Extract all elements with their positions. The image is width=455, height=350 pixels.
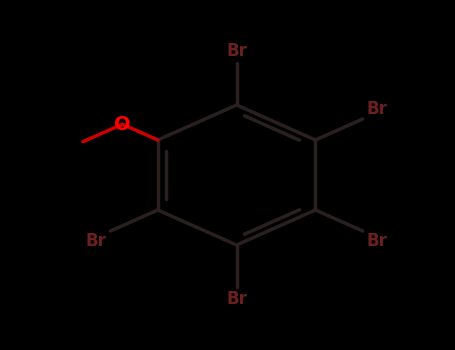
Text: Br: Br xyxy=(366,100,387,118)
Text: Br: Br xyxy=(226,42,247,60)
Text: O: O xyxy=(114,115,131,134)
Text: Br: Br xyxy=(226,290,247,308)
Text: Br: Br xyxy=(86,232,107,250)
Text: Br: Br xyxy=(366,232,387,250)
